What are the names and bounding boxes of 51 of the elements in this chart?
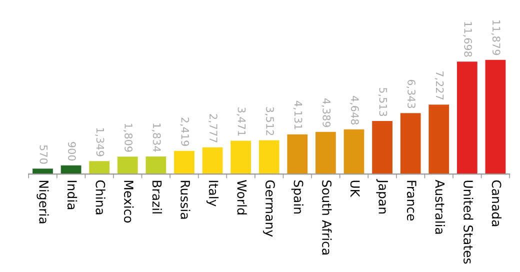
data-label: 2,419	[180, 118, 190, 146]
data-label: 6,343	[406, 80, 416, 108]
bar	[372, 121, 392, 174]
bar	[400, 113, 421, 174]
data-label: 1,834	[152, 124, 161, 152]
x-tick-label: Italy	[206, 180, 219, 206]
x-tick-label: Mexico	[124, 180, 134, 223]
x-tick-label: UK	[350, 180, 360, 198]
data-label: 4,389	[322, 98, 331, 127]
data-label: 1,349	[95, 128, 104, 156]
bar	[32, 168, 53, 174]
x-tick-label: France	[406, 180, 416, 221]
x-tick-label: Russia	[180, 180, 190, 219]
x-tick-label: Canada	[492, 180, 502, 226]
bar	[230, 140, 251, 174]
x-tick-label: Australia	[435, 180, 445, 234]
data-label: 3,471	[236, 108, 246, 136]
bar	[202, 147, 223, 174]
data-label: 3,512	[265, 107, 274, 136]
x-tick-label: Spain	[291, 180, 304, 214]
x-tick-label: World	[237, 180, 247, 214]
bar	[456, 62, 478, 174]
data-label: 900	[68, 142, 76, 161]
x-tick-label: Germany	[263, 180, 275, 237]
data-label: 11,879	[491, 20, 500, 55]
data-label: 4,648	[350, 96, 359, 124]
bar	[316, 132, 336, 174]
x-tick-label: South Africa	[322, 180, 332, 254]
bar	[287, 134, 308, 174]
x-tick-label: Brazil	[152, 180, 162, 214]
bar	[117, 156, 138, 174]
x-tick-label: India	[67, 180, 78, 210]
bar	[146, 156, 166, 174]
bar	[89, 161, 110, 174]
x-tick-label: United States	[464, 180, 474, 264]
data-label: 570	[40, 145, 48, 164]
bar	[485, 60, 506, 174]
data-label: 2,777	[208, 114, 218, 142]
data-label: 7,227	[434, 71, 444, 100]
x-tick-label: China	[96, 180, 106, 214]
bar	[174, 150, 194, 174]
data-label: 5,513	[378, 88, 388, 116]
x-tick-label: Japan	[376, 178, 388, 214]
x-tick-label: Nigeria	[36, 180, 49, 224]
bar	[60, 165, 82, 174]
bar	[344, 129, 364, 174]
data-label: 4,131	[293, 100, 302, 130]
bar	[258, 140, 280, 174]
data-label: 1,809	[124, 124, 132, 152]
data-label: 11,698	[463, 22, 472, 57]
bar	[428, 104, 450, 174]
